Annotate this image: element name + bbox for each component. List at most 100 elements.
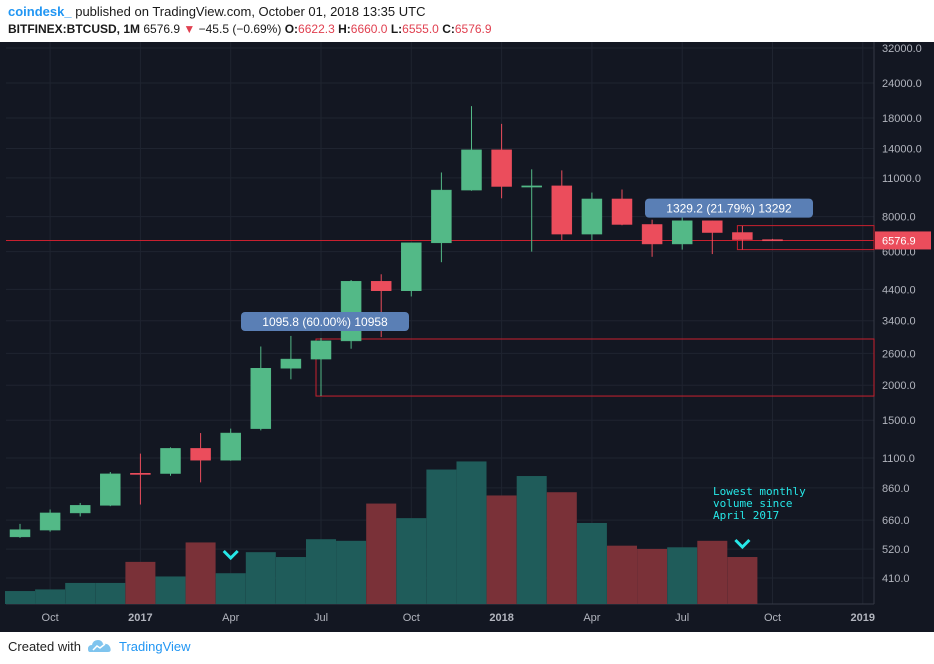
candle-body[interactable] xyxy=(671,220,693,245)
last-price-label: 6576.9 xyxy=(882,235,916,247)
candle-body[interactable] xyxy=(581,198,603,235)
chevron-down-icon xyxy=(222,549,239,561)
symbol-name: BITFINEX:BTCUSD, 1M xyxy=(8,22,140,36)
price-tick-label: 24000.0 xyxy=(882,78,922,90)
volume-bar xyxy=(426,469,457,604)
high-label: H: xyxy=(338,22,351,36)
time-tick-label: 2019 xyxy=(851,612,875,624)
volume-bar xyxy=(275,557,306,604)
price-tick-label: 3400.0 xyxy=(882,316,916,328)
price-tick-label: 520.0 xyxy=(882,544,910,556)
candle-body[interactable] xyxy=(702,220,723,233)
candle-body[interactable] xyxy=(100,473,121,506)
candle-body[interactable] xyxy=(280,358,302,369)
volume-bar xyxy=(456,461,487,604)
candle-body[interactable] xyxy=(461,149,482,191)
candle-body[interactable] xyxy=(250,367,272,429)
price-tick-label: 2600.0 xyxy=(882,348,916,360)
price-tick-label: 660.0 xyxy=(882,515,910,527)
price-tick-label: 410.0 xyxy=(882,573,910,585)
price-tick-label: 8000.0 xyxy=(882,212,916,224)
volume-bar xyxy=(366,503,397,604)
annotation-text: volume since xyxy=(713,497,792,510)
volume-bar xyxy=(396,518,427,604)
volume-bar xyxy=(35,589,66,604)
time-tick-label: 2017 xyxy=(128,612,152,624)
candle-body[interactable] xyxy=(69,505,91,514)
tradingview-brand[interactable]: TradingView xyxy=(118,638,191,654)
publish-line: coindesk_ published on TradingView.com, … xyxy=(8,4,425,19)
price-tick-label: 1100.0 xyxy=(882,453,915,465)
price-tick-label: 1500.0 xyxy=(882,415,916,427)
tradingview-logo-icon xyxy=(87,640,111,652)
candle-body[interactable] xyxy=(9,529,31,538)
close-value: 6576.9 xyxy=(454,22,492,36)
price-tick-label: 18000.0 xyxy=(882,113,922,125)
down-arrow-icon: ▼ xyxy=(183,22,196,36)
measure-box[interactable] xyxy=(315,338,875,397)
candle-body[interactable] xyxy=(431,189,452,244)
volume-bar xyxy=(516,476,547,604)
volume-bar xyxy=(245,552,276,604)
time-tick-label: Oct xyxy=(42,612,59,624)
footer: Created with TradingView xyxy=(8,638,191,654)
symbol-line: BITFINEX:BTCUSD, 1M 6576.9 ▼ −45.5 (−0.6… xyxy=(8,22,492,36)
price-tick-label: 6000.0 xyxy=(882,247,916,259)
volume-bar xyxy=(667,547,698,604)
volume-bar xyxy=(95,582,126,604)
candle-body[interactable] xyxy=(732,232,753,240)
author-name[interactable]: coindesk_ xyxy=(8,4,72,19)
candle-body[interactable] xyxy=(160,448,181,474)
time-tick-label: Oct xyxy=(764,612,781,624)
candle-body[interactable] xyxy=(220,432,241,461)
price-tick-label: 860.0 xyxy=(882,483,910,495)
volume-bar xyxy=(607,545,637,604)
candle-body[interactable] xyxy=(551,185,573,235)
candle-body[interactable] xyxy=(370,281,392,291)
candle-body[interactable] xyxy=(310,340,332,360)
candle-body[interactable] xyxy=(401,242,422,291)
last-price-badge xyxy=(875,231,931,250)
volume-bar xyxy=(215,573,246,604)
candle-body[interactable] xyxy=(762,239,783,242)
measure-label: 1329.2 (21.79%) 13292 xyxy=(666,202,792,216)
price-tick-label: 14000.0 xyxy=(882,144,922,156)
close-label: C: xyxy=(442,22,455,36)
annotation-text: April 2017 xyxy=(713,509,779,522)
volume-bar xyxy=(576,523,607,604)
candle-body[interactable] xyxy=(611,198,633,225)
measure-label-box xyxy=(645,198,813,218)
volume-bar xyxy=(65,582,96,604)
chevron-down-icon xyxy=(734,538,751,550)
volume-bar xyxy=(155,576,186,604)
time-tick-label: 2018 xyxy=(489,612,513,624)
open-label: O: xyxy=(284,22,299,36)
candle-body[interactable] xyxy=(641,224,663,245)
volume-bar xyxy=(306,539,336,604)
volume-bar xyxy=(637,548,668,604)
candle-body[interactable] xyxy=(130,473,151,475)
time-tick-label: Apr xyxy=(583,612,600,624)
candle-body[interactable] xyxy=(340,281,362,342)
time-tick-label: Jul xyxy=(675,612,689,624)
measure-label-box xyxy=(241,312,409,332)
last-price: 6576.9 xyxy=(143,22,181,36)
high-value: 6660.0 xyxy=(350,22,388,36)
measure-label: 1095.8 (60.00%) 10958 xyxy=(262,315,388,329)
created-with-text: Created with xyxy=(8,638,81,654)
candle-body[interactable] xyxy=(521,185,542,188)
candle-body[interactable] xyxy=(190,448,211,461)
low-value: 6555.0 xyxy=(402,22,439,36)
volume-bar xyxy=(486,495,517,604)
candle-body[interactable] xyxy=(491,149,512,187)
price-change: −45.5 (−0.69%) xyxy=(198,22,282,36)
volume-bar xyxy=(336,540,367,604)
time-tick-label: Apr xyxy=(222,612,239,624)
price-tick-label: 11000.0 xyxy=(882,173,921,185)
volume-bar xyxy=(697,540,728,604)
price-chart[interactable]: 32000.0 24000.0 18000.0 14000.0 11000.0 8000.… xyxy=(0,42,934,632)
candle-body[interactable] xyxy=(39,512,61,531)
low-label: L: xyxy=(390,22,403,36)
volume-bar xyxy=(727,557,758,604)
price-tick-label: 2000.0 xyxy=(882,380,916,392)
